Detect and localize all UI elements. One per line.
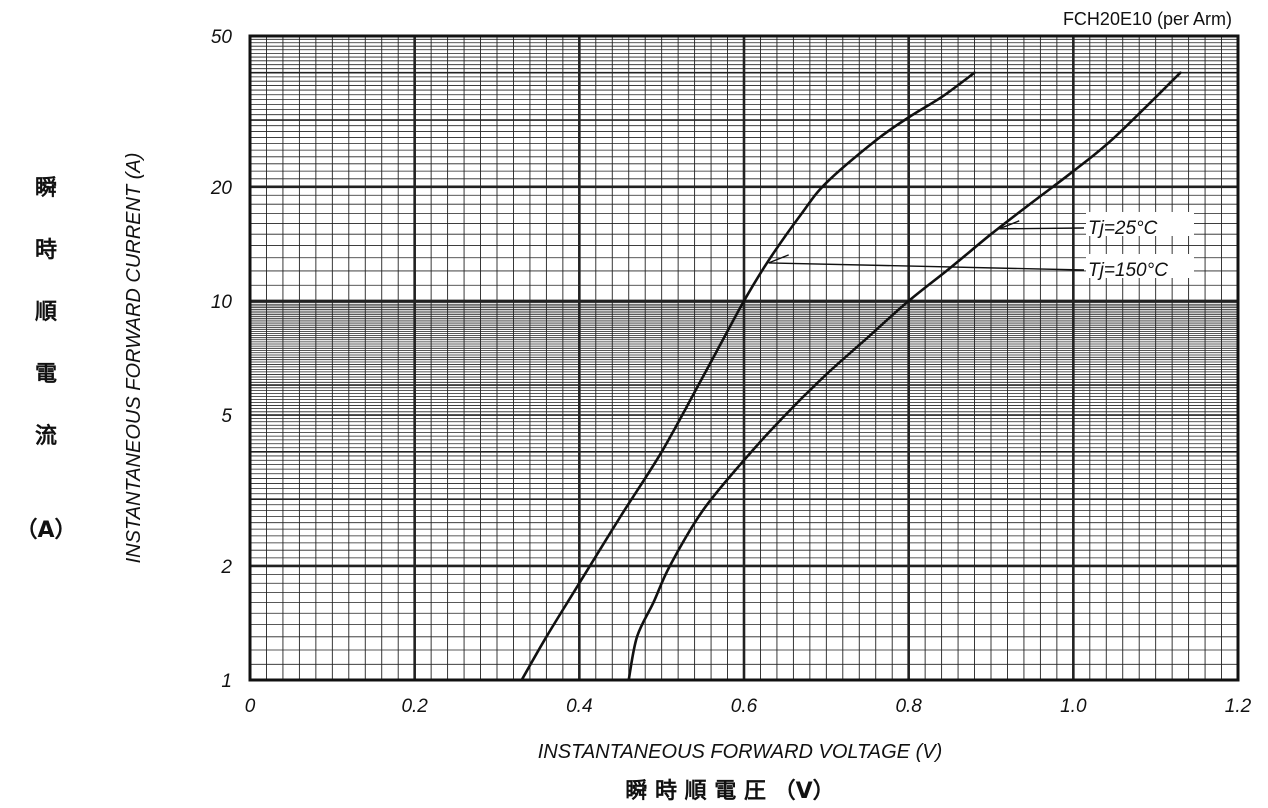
y-tick-label: 5	[221, 406, 232, 427]
x-tick-label: 1.2	[1225, 696, 1252, 717]
series-annotations: Tj=25°C Tj=150°C	[768, 212, 1194, 281]
annotation-arrowhead	[998, 220, 1020, 230]
y-tick-label: 50	[211, 27, 233, 48]
y-tick-label: 2	[220, 557, 232, 578]
y-tick-labels: 1 2 5 10 20 50	[210, 27, 233, 692]
series-curve	[627, 71, 1182, 682]
x-tick-label: 0.6	[731, 696, 758, 717]
y-axis-title-ja-char: 瞬	[35, 176, 57, 201]
annotation-arrowhead	[768, 254, 789, 264]
x-tick-labels: 0 0.2 0.4 0.6 0.8 1.0 1.2	[245, 696, 1252, 717]
y-axis-title: INSTANTANEOUS FORWARD CURRENT (A)	[123, 153, 145, 564]
y-tick-label: 10	[211, 292, 233, 313]
y-axis-title-ja-char: 順	[35, 300, 58, 325]
plot-frame	[248, 34, 1240, 682]
x-tick-label: 0.2	[401, 696, 428, 717]
y-tick-label: 20	[210, 178, 233, 199]
x-tick-label: 0.4	[566, 696, 592, 717]
y-axis-title-ja-char: 流	[35, 423, 57, 449]
annotation-label-bg	[1086, 212, 1194, 236]
annotation-leader	[768, 262, 1085, 271]
x-axis-title: INSTANTANEOUS FORWARD VOLTAGE (V)	[538, 741, 942, 763]
annotation-label-bg	[1086, 254, 1194, 278]
y-axis-title-ja-char: 電	[35, 362, 57, 387]
annotation-leader	[999, 227, 1085, 230]
y-axis-title-japanese: 瞬 時 順 電 流 （A）	[15, 176, 76, 543]
y-tick-label: 1	[221, 671, 232, 692]
y-axis-unit-ja: （A）	[15, 518, 76, 543]
series-curve	[520, 71, 976, 682]
annotation-label: Tj=150°C	[1088, 260, 1168, 281]
series-curves	[520, 71, 1182, 682]
y-axis-title-ja-char: 時	[35, 238, 57, 263]
x-tick-label: 1.0	[1060, 696, 1087, 717]
x-axis-title-japanese: 瞬 時 順 電 圧 （V）	[625, 779, 834, 804]
chart-title: FCH20E10 (per Arm)	[1063, 9, 1232, 29]
x-tick-label: 0	[245, 696, 256, 717]
x-tick-label: 0.8	[895, 696, 922, 717]
annotation-label: Tj=25°C	[1088, 218, 1158, 239]
